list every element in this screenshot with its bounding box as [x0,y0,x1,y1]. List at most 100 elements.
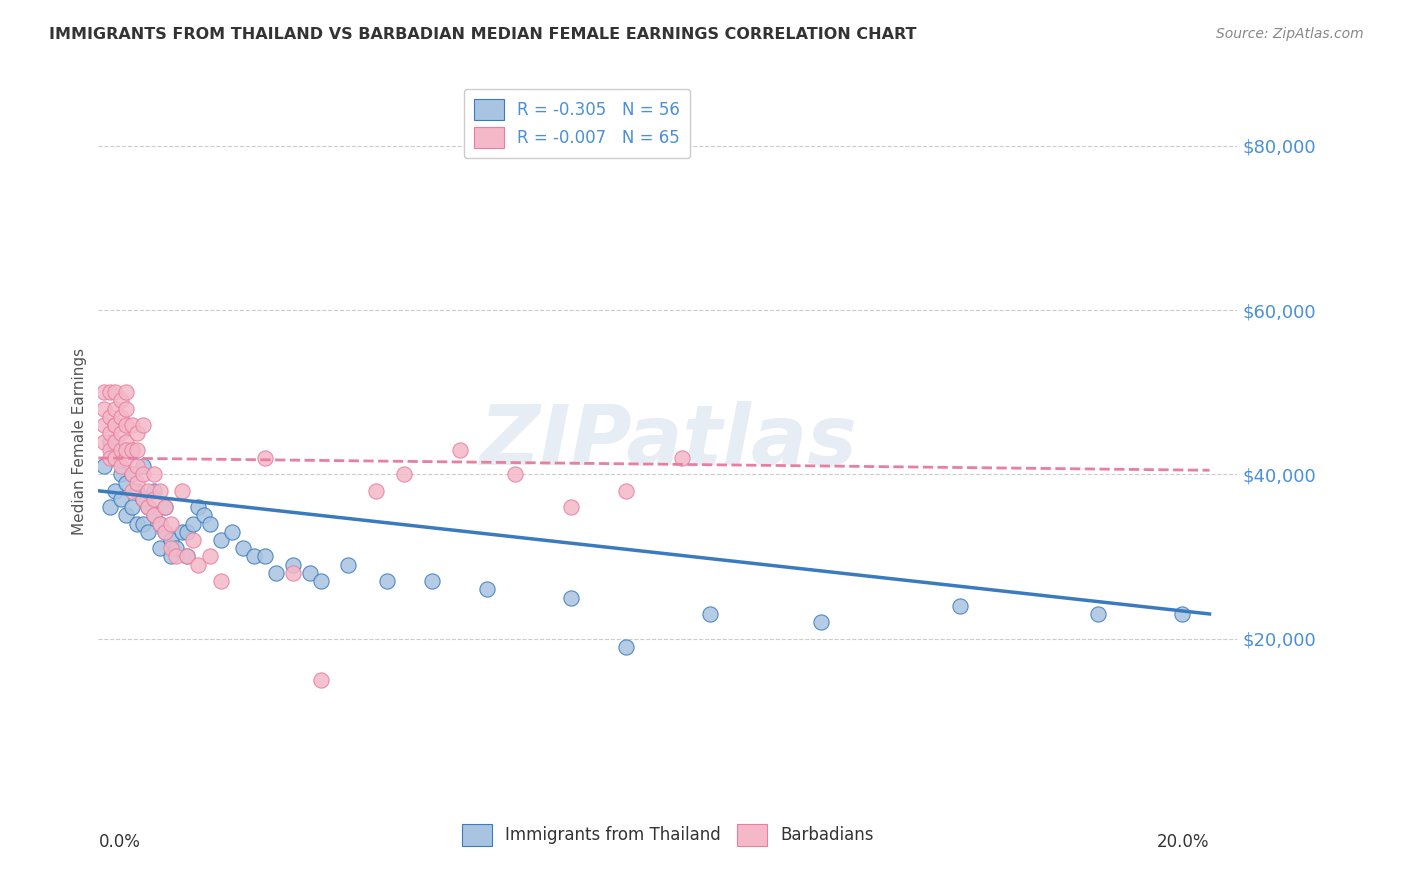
Point [148,541,170,556]
Point [193,508,215,523]
Point [104,418,127,433]
Point [148,516,170,531]
Point [104,385,127,400]
Point [98,450,121,465]
Point [165,549,187,564]
Point [110,491,132,506]
Point [104,434,127,449]
Point [115,434,138,449]
Point [699,607,721,621]
Point [121,467,143,482]
Point [115,442,138,457]
Point [159,516,181,531]
Point [104,450,127,465]
Point [98,434,121,449]
Point [165,541,187,556]
Point [110,426,132,441]
Point [503,467,526,482]
Point [121,483,143,498]
Point [477,582,499,597]
Point [375,574,398,588]
Point [110,442,132,457]
Point [138,524,160,539]
Point [309,574,332,588]
Point [115,385,138,400]
Point [948,599,970,613]
Point [104,418,127,433]
Point [98,442,121,457]
Point [181,516,204,531]
Point [143,467,166,482]
Point [127,442,149,457]
Point [121,442,143,457]
Point [153,524,176,539]
Point [176,549,198,564]
Point [132,491,155,506]
Point [298,566,321,580]
Point [132,418,155,433]
Point [281,566,304,580]
Point [209,533,232,547]
Point [309,673,332,687]
Point [181,533,204,547]
Point [153,524,176,539]
Point [143,508,166,523]
Point [1087,607,1109,621]
Point [337,558,360,572]
Point [143,483,166,498]
Point [115,475,138,490]
Text: 20.0%: 20.0% [1157,833,1209,851]
Point [98,426,121,441]
Point [110,467,132,482]
Legend: Immigrants from Thailand, Barbadians: Immigrants from Thailand, Barbadians [456,818,880,852]
Point [138,500,160,515]
Point [366,483,388,498]
Point [159,549,181,564]
Point [170,524,193,539]
Point [121,418,143,433]
Point [232,541,254,556]
Y-axis label: Median Female Earnings: Median Female Earnings [72,348,87,535]
Point [281,558,304,572]
Point [98,409,121,424]
Point [115,401,138,416]
Point [121,500,143,515]
Point [104,450,127,465]
Point [127,483,149,498]
Point [264,566,287,580]
Point [93,459,115,474]
Text: 0.0%: 0.0% [98,833,141,851]
Point [176,549,198,564]
Point [254,549,277,564]
Point [93,401,115,416]
Point [132,491,155,506]
Point [127,475,149,490]
Point [614,483,637,498]
Point [127,516,149,531]
Point [98,385,121,400]
Point [560,591,582,605]
Point [110,459,132,474]
Point [187,500,209,515]
Point [98,500,121,515]
Point [115,442,138,457]
Text: Source: ZipAtlas.com: Source: ZipAtlas.com [1216,27,1364,41]
Point [132,459,155,474]
Point [198,516,221,531]
Point [614,640,637,654]
Point [254,450,277,465]
Point [153,500,176,515]
Point [176,524,198,539]
Point [560,500,582,515]
Text: ZIPatlas: ZIPatlas [479,401,856,482]
Point [671,450,693,465]
Point [209,574,232,588]
Point [243,549,266,564]
Point [138,483,160,498]
Point [153,500,176,515]
Point [420,574,443,588]
Point [449,442,471,457]
Point [132,467,155,482]
Point [392,467,415,482]
Point [121,442,143,457]
